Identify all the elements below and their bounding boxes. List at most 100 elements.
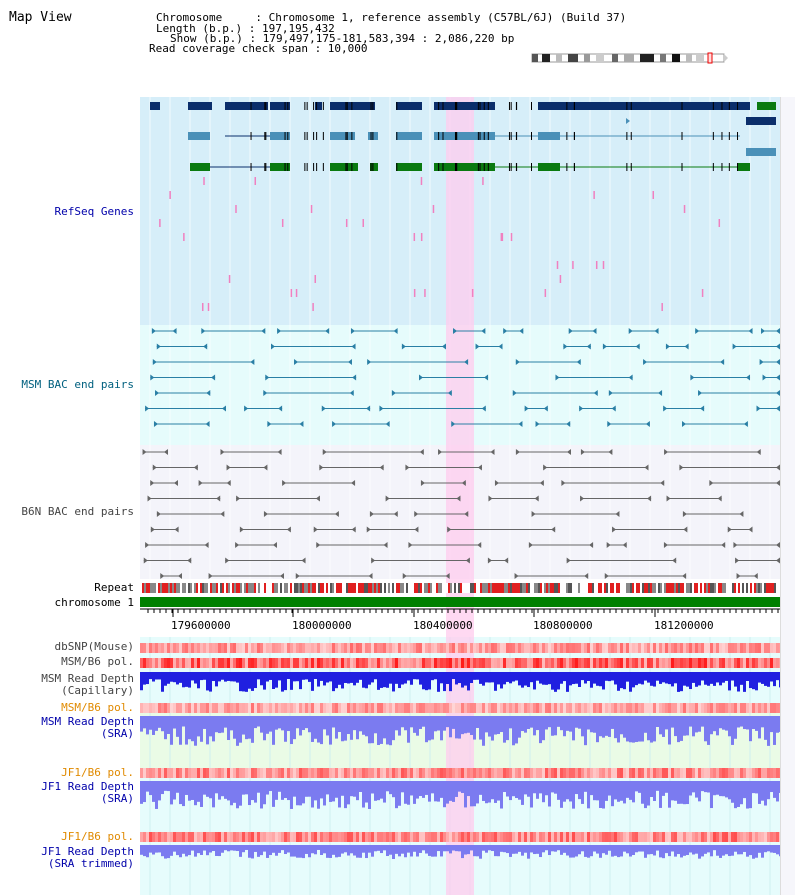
b6n-bac-end [622,542,627,548]
b6n-bac-end [174,526,179,533]
msm-bac-end [367,359,372,365]
msm-capillary-depth-bar [746,672,749,681]
jf1-trimmed-depth-bar [167,845,170,859]
msm-capillary-depth-bar [269,672,272,680]
dbsnp-cell [278,643,281,653]
repeat-element [610,583,612,593]
msm-sra-depth-bar [359,716,362,732]
msm-bac-end [681,421,686,427]
repeat-element [320,583,322,593]
jf1-trimmed-depth-bar [281,845,284,851]
jf1-b6-pol-cell [146,768,149,778]
msm-capillary-depth-bar [248,672,251,689]
jf1-b6-pol-cell [539,768,542,778]
repeat-element [420,583,422,593]
jf1-sra-depth-bar [695,781,698,798]
dbsnp-cell [704,643,707,653]
repeat-element [206,583,208,593]
repeat-element [490,583,492,593]
jf1-b6-pol-trimmed-cell [407,832,410,842]
msm-bac-end [628,328,633,334]
msm-bac-end [447,390,452,396]
jf1-b6-pol-trimmed-cell [275,832,278,842]
jf1-b6-pol-trimmed-cell [191,832,194,842]
msm-capillary-depth-bar [677,672,680,692]
msm-b6-pol-sra-cell [734,703,737,713]
right-scrollbar[interactable] [780,97,795,895]
jf1-sra-depth-bar [512,781,515,797]
msm-b6-pol-cell [173,658,176,668]
msm-capillary-depth-bar [263,672,266,690]
chromosome-ideogram[interactable] [528,52,728,64]
msm-capillary-depth-bar [569,672,572,686]
jf1-b6-pol-trimmed-cell [758,832,761,842]
b6n-bac-end [683,526,688,533]
msm-b6-pol-cell [233,658,236,668]
jf1-b6-pol-cell [356,768,359,778]
jf1-sra-depth-bar [287,781,290,801]
msm-capillary-depth-bar [245,672,248,692]
repeat-element [204,583,206,593]
msm-sra-depth-bar [143,716,146,729]
msm-sra-depth-bar [263,716,266,741]
dbsnp-cell [380,643,383,653]
repeat-element [532,583,534,593]
jf1-b6-pol-cell [290,768,293,778]
repeat-element [342,583,344,593]
msm-b6-pol-sra-cell [248,703,251,713]
msm-b6-pol-cell [719,658,722,668]
b6n-bac-end-pairs-label: B6N BAC end pairs [21,505,134,518]
msm-b6-pol-sra-cell [251,703,254,713]
msm-b6-pol-cell [566,658,569,668]
repeat-element [376,583,378,593]
msm-b6-pol-cell [272,658,275,668]
repeat-element [174,583,176,593]
msm-b6-pol-sra-cell [593,703,596,713]
msm-sra-depth-bar [641,716,644,742]
repeat-element [346,583,348,593]
b6n-bac-end [608,449,613,455]
jf1-b6-pol-cell [209,768,212,778]
jf1-b6-pol-trimmed-cell [527,832,530,842]
msm-capillary-depth-bar [416,672,419,680]
jf1-trimmed-depth-bar [215,845,218,856]
msm-b6-pol-sra-cell [716,703,719,713]
msm-sra-depth-bar [365,716,368,737]
transcript-marker [362,219,365,227]
jf1-trimmed-depth-bar [290,845,293,857]
b6n-bac-end [319,464,324,471]
repeat-element [200,583,202,593]
jf1-b6-pol-cell [245,768,248,778]
tracks-canvas[interactable] [140,97,800,895]
jf1-b6-pol-cell [686,768,689,778]
msm-b6-pol-sra-cell [533,703,536,713]
msm-sra-depth-bar [278,716,281,729]
jf1-b6-pol-trimmed-cell [545,832,548,842]
repeat-element [462,583,464,593]
b6n-bac-end [606,542,611,548]
msm-b6-pol-cell [401,658,404,668]
jf1-trimmed-depth-bar [575,845,578,857]
repeat-element [678,583,680,593]
jf1-b6-pol-cell [713,768,716,778]
msm-sra-depth-bar [578,716,581,729]
jf1-b6-pol-cell [227,768,230,778]
jf1-trimmed-depth-bar [632,845,635,856]
jf1-trimmed-depth-bar [206,845,209,856]
msm-b6-pol-sra-cell [293,703,296,713]
gene-arrow [626,118,630,124]
dbsnp-cell [467,643,470,653]
msm-bac-end [464,359,469,365]
dbsnp-cell [644,643,647,653]
repeat-element [190,583,192,593]
jf1-trimmed-depth-bar [635,845,638,853]
msm-sra-depth-bar [644,716,647,733]
msm-bac-end [756,405,761,412]
jf1-sra-depth-bar [392,781,395,798]
jf1-trimmed-depth-bar [155,845,158,853]
jf1-trimmed-depth-bar [146,845,149,858]
jf1-sra-depth-bar [185,781,188,795]
msm-bac-end [321,405,326,412]
jf1-sra-depth-bar [320,781,323,799]
